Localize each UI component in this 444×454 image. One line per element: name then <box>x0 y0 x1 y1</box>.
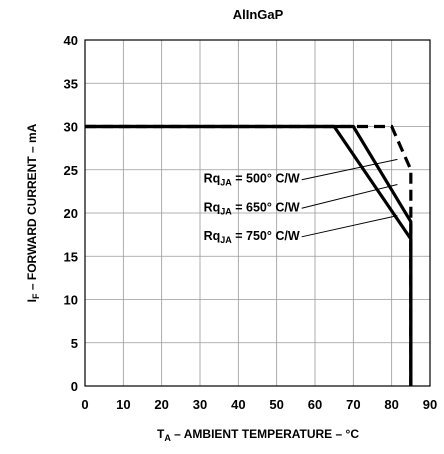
x-tick-label-30: 30 <box>193 397 207 412</box>
annotation-label-0: RqJA = 500° C/W <box>204 172 300 188</box>
annotation-leader-1 <box>301 183 398 209</box>
y-tick-label-30: 30 <box>64 120 78 135</box>
y-tick-label-5: 5 <box>71 336 78 351</box>
y-tick-label-40: 40 <box>64 33 78 48</box>
x-tick-label-0: 0 <box>81 397 88 412</box>
x-tick-label-50: 50 <box>269 397 283 412</box>
y-tick-label-35: 35 <box>64 76 78 91</box>
x-tick-label-20: 20 <box>154 397 168 412</box>
x-tick-label-10: 10 <box>116 397 130 412</box>
chart-title: AlInGaP <box>233 7 284 22</box>
annotation-label-2: RqJA = 750° C/W <box>204 229 300 245</box>
plot-frame <box>84 39 431 387</box>
y-tick-label-10: 10 <box>64 293 78 308</box>
x-axis-label: TA – AMBIENT TEMPERATURE – °C <box>157 427 359 443</box>
y-axis-label: IF – FORWARD CURRENT – mA <box>25 123 41 302</box>
annotations: RqJA = 500° C/W RqJA = 650° C/W RqJA = 750… <box>204 158 398 245</box>
y-tick-label-25: 25 <box>64 163 78 178</box>
y-tick-label-15: 15 <box>64 249 78 264</box>
x-tick-label-40: 40 <box>231 397 245 412</box>
y-tick-label-20: 20 <box>64 206 78 221</box>
annotation-leader-2 <box>301 215 398 238</box>
x-tick-label-60: 60 <box>308 397 322 412</box>
x-tick-labels: 0 10 20 30 40 50 60 70 80 90 <box>81 397 437 412</box>
y-tick-labels: 0 5 10 15 20 25 30 35 40 <box>64 33 78 394</box>
series-lines <box>85 124 413 386</box>
x-tick-label-80: 80 <box>384 397 398 412</box>
x-tick-label-90: 90 <box>423 397 437 412</box>
series-line-2 <box>85 124 413 386</box>
y-tick-label-0: 0 <box>71 379 78 394</box>
annotation-leader-0 <box>301 158 398 181</box>
x-tick-label-70: 70 <box>346 397 360 412</box>
annotation-label-1: RqJA = 650° C/W <box>204 200 300 216</box>
